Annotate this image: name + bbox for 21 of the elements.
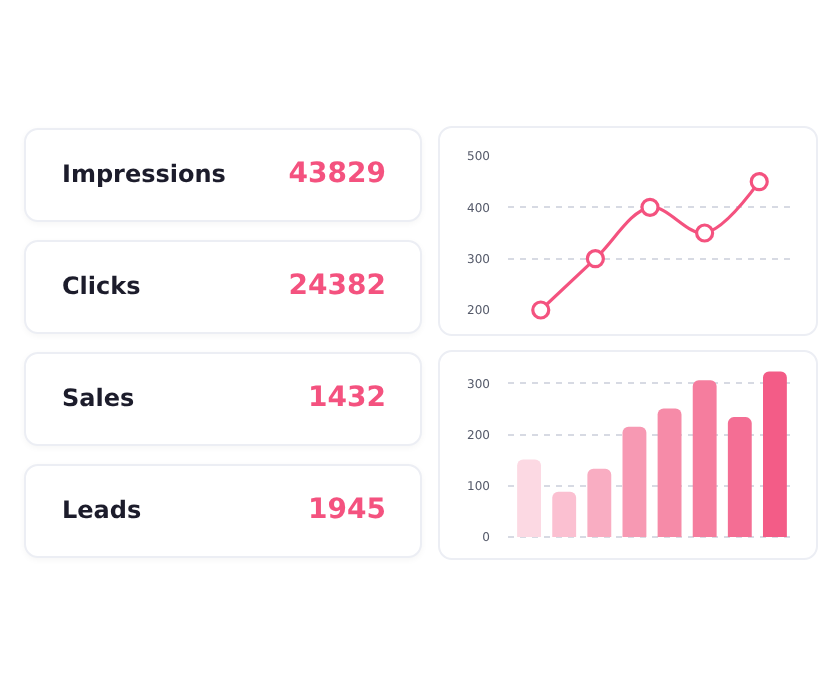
category-label: Sales bbox=[62, 384, 135, 412]
bar bbox=[692, 380, 717, 537]
point bbox=[749, 172, 769, 192]
point bbox=[531, 300, 551, 320]
data-label: 43829 bbox=[288, 158, 386, 190]
category-label: Clicks bbox=[62, 272, 141, 300]
bar bbox=[622, 426, 647, 537]
data-label: 1945 bbox=[308, 494, 386, 526]
bar bbox=[762, 371, 787, 537]
category-label: Leads bbox=[62, 496, 142, 524]
bar bbox=[657, 408, 682, 537]
bar bbox=[517, 459, 542, 537]
point bbox=[640, 197, 660, 217]
data-label: 24382 bbox=[288, 270, 386, 302]
data-label: 1432 bbox=[308, 382, 386, 414]
bar bbox=[552, 491, 577, 537]
point bbox=[695, 223, 715, 243]
bar bbox=[727, 417, 752, 537]
point bbox=[585, 249, 605, 269]
bar bbox=[587, 468, 612, 537]
category-label: Impressions bbox=[62, 160, 226, 188]
